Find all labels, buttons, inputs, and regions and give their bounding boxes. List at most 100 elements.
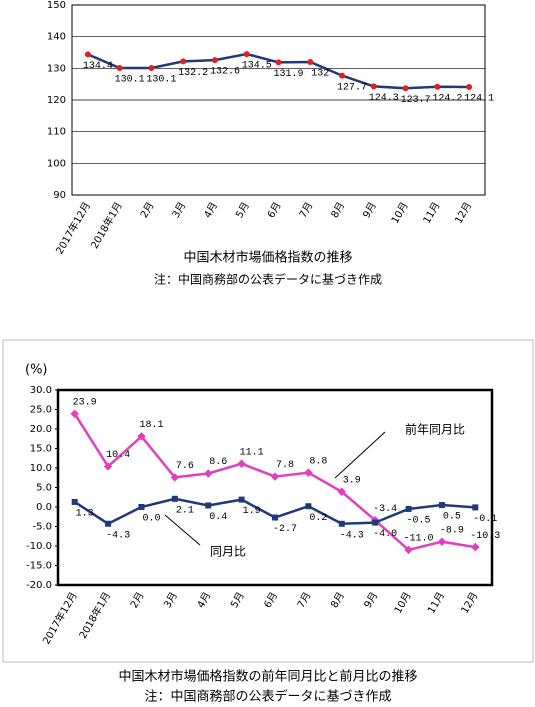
x-tick-label: 8月 bbox=[328, 590, 347, 610]
y-tick-label: -10.0 bbox=[26, 541, 52, 552]
data-label: 130.1 bbox=[146, 75, 176, 86]
chart-note: 注：中国商務部の公表データに基づき作成 bbox=[144, 689, 391, 705]
data-point bbox=[270, 472, 280, 481]
data-point bbox=[148, 65, 155, 72]
data-label: 1.9 bbox=[243, 506, 261, 517]
x-tick-label: 2月 bbox=[128, 590, 147, 610]
y-axis-label: (%) bbox=[25, 363, 48, 378]
x-tick-label: 7月 bbox=[295, 590, 314, 610]
data-point bbox=[404, 545, 413, 555]
data-label: 124.3 bbox=[369, 93, 399, 104]
data-point bbox=[137, 432, 146, 441]
data-point bbox=[170, 473, 180, 482]
data-label: 3.9 bbox=[343, 475, 361, 486]
data-point bbox=[438, 502, 445, 509]
data-point bbox=[205, 502, 212, 509]
data-point bbox=[243, 51, 250, 58]
data-point bbox=[338, 520, 345, 527]
x-tick-label: 5月 bbox=[233, 200, 252, 220]
data-point bbox=[211, 57, 218, 64]
x-tick-label: 11月 bbox=[421, 200, 443, 226]
data-point bbox=[275, 59, 282, 66]
x-tick-label: 2018年1月 bbox=[88, 200, 125, 251]
data-point bbox=[180, 58, 187, 65]
chart-frame bbox=[2, 339, 534, 663]
data-label: 0.4 bbox=[209, 512, 227, 523]
data-label: -10.3 bbox=[470, 531, 500, 542]
x-tick-label: 12月 bbox=[459, 590, 481, 616]
data-point bbox=[116, 65, 123, 72]
data-label: 134.5 bbox=[242, 61, 272, 72]
data-label: 0.5 bbox=[443, 512, 461, 523]
y-tick-label: 10.0 bbox=[30, 463, 52, 474]
x-tick-label: 7月 bbox=[297, 200, 316, 220]
data-label: 123.7 bbox=[401, 95, 431, 106]
y-tick-label: 120 bbox=[47, 95, 66, 106]
data-point bbox=[171, 495, 178, 502]
y-tick-label: -20.0 bbox=[26, 580, 52, 591]
plot-frame bbox=[56, 388, 494, 587]
data-point bbox=[103, 462, 113, 471]
y-tick-label: 5.0 bbox=[36, 483, 52, 494]
data-label: 124.2 bbox=[432, 93, 462, 104]
data-point bbox=[138, 504, 145, 510]
data-point bbox=[70, 409, 79, 419]
data-point bbox=[434, 83, 441, 90]
data-label: 132.2 bbox=[178, 68, 208, 79]
x-tick-label: 2月 bbox=[138, 200, 157, 220]
y-tick-label: -5.0 bbox=[32, 522, 52, 533]
x-tick-label: 8月 bbox=[329, 200, 348, 220]
chart-title: 中国木材市場価格指数の推移 bbox=[183, 250, 352, 266]
data-point bbox=[71, 498, 78, 505]
data-label: -2.7 bbox=[273, 524, 297, 535]
x-tick-label: 3月 bbox=[161, 590, 180, 610]
data-label: 130.1 bbox=[115, 75, 145, 86]
data-point bbox=[437, 537, 447, 546]
y-tick-label: 20.0 bbox=[30, 424, 52, 435]
data-label: 124.1 bbox=[464, 94, 494, 105]
x-tick-label: 9月 bbox=[360, 200, 379, 220]
data-label: 1.3 bbox=[76, 509, 94, 520]
data-label: -11.0 bbox=[404, 534, 434, 545]
data-label: 132.6 bbox=[210, 67, 240, 78]
y-tick-label: 100 bbox=[47, 158, 66, 169]
x-tick-label: 4月 bbox=[195, 590, 214, 610]
data-label: -0.5 bbox=[407, 516, 431, 527]
y-tick-label: 140 bbox=[47, 32, 66, 43]
annotation: 同月比 bbox=[210, 545, 246, 559]
y-tick-label: 90 bbox=[53, 190, 66, 201]
annotation: 前年同月比 bbox=[405, 422, 465, 437]
data-point bbox=[337, 487, 347, 497]
data-point bbox=[402, 85, 409, 92]
leader-line bbox=[164, 514, 201, 546]
data-label: 8.8 bbox=[309, 456, 327, 467]
y-tick-label: 0.0 bbox=[36, 502, 52, 513]
data-point bbox=[304, 468, 313, 477]
data-label: 7.6 bbox=[176, 461, 194, 472]
data-label: -4.0 bbox=[373, 529, 397, 540]
data-label: 132 bbox=[311, 69, 329, 80]
x-tick-label: 3月 bbox=[170, 200, 189, 220]
data-label: -3.4 bbox=[373, 504, 397, 515]
data-point bbox=[272, 514, 278, 521]
data-point bbox=[105, 520, 112, 527]
data-label: 11.1 bbox=[240, 447, 264, 458]
chart-note: 注：中国商務部の公表データに基づき作成 bbox=[154, 272, 382, 287]
data-point bbox=[305, 503, 312, 510]
data-label: 127.7 bbox=[337, 82, 367, 93]
leader-line bbox=[334, 431, 386, 479]
x-tick-label: 10月 bbox=[389, 200, 411, 226]
data-label: -0.1 bbox=[473, 514, 497, 525]
data-point bbox=[237, 459, 246, 468]
x-tick-label: 2017年12月 bbox=[53, 200, 93, 257]
y-tick-label: 110 bbox=[47, 127, 66, 138]
y-tick-label: 30.0 bbox=[30, 385, 52, 396]
data-point bbox=[339, 72, 346, 79]
x-tick-label: 4月 bbox=[202, 200, 221, 220]
data-label: 10.4 bbox=[106, 450, 130, 461]
y-tick-label: 130 bbox=[47, 63, 66, 74]
x-tick-label: 2017年12月 bbox=[40, 590, 80, 647]
data-label: 131.9 bbox=[273, 69, 303, 80]
x-tick-label: 6月 bbox=[265, 200, 284, 220]
